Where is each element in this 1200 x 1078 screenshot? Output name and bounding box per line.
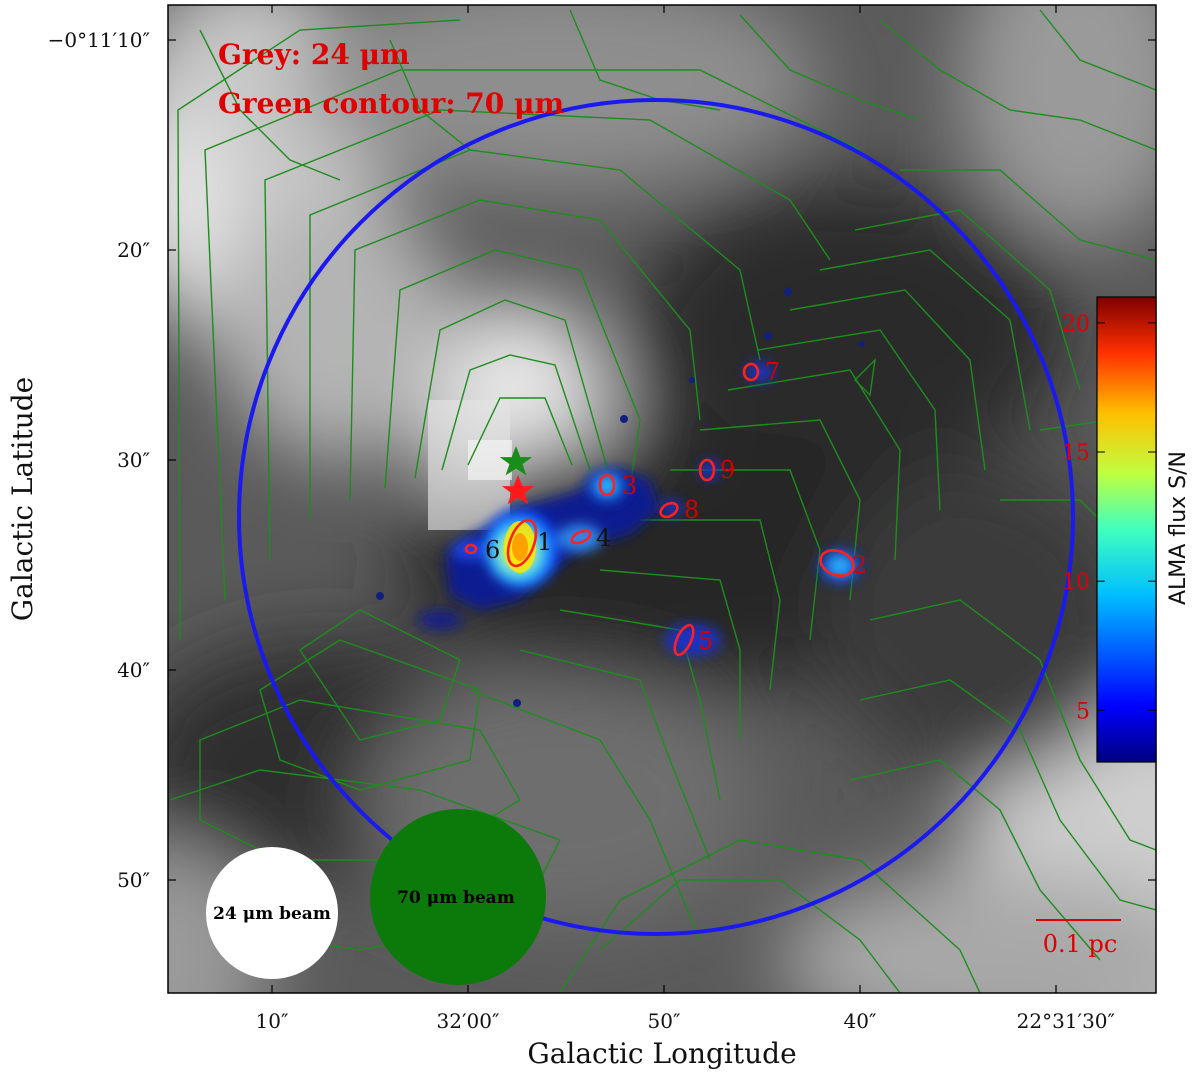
contour-line bbox=[569, 9, 721, 111]
contour-line bbox=[441, 354, 591, 471]
source-label: 5 bbox=[698, 627, 713, 655]
scale-bar-label: 0.1 pc bbox=[1043, 930, 1118, 958]
beam-24um-label: 24 μm beam bbox=[213, 904, 331, 924]
contour-line bbox=[819, 249, 1031, 431]
x-tick-label: 40″ bbox=[844, 1009, 877, 1033]
contour-line bbox=[469, 689, 701, 941]
beam-70um bbox=[370, 809, 546, 985]
contour-line bbox=[789, 289, 986, 471]
source-ellipse bbox=[673, 623, 695, 657]
contour-line bbox=[854, 358, 876, 397]
contour-line bbox=[559, 609, 721, 801]
contour-line bbox=[309, 149, 761, 520]
contour-line bbox=[854, 209, 1081, 391]
contour-line bbox=[849, 759, 1101, 961]
source-label: 1 bbox=[537, 528, 552, 556]
colorbar-tick-label: 10 bbox=[1062, 570, 1090, 595]
colorbar-tick-label: 20 bbox=[1062, 312, 1090, 337]
red-star-marker bbox=[501, 475, 535, 505]
y-tick-label: 40″ bbox=[117, 658, 150, 682]
y-tick-label: −0°11′10″ bbox=[48, 28, 150, 52]
contour-line bbox=[879, 19, 1156, 151]
contour-line bbox=[727, 369, 901, 561]
x-tick-label: 32′00″ bbox=[437, 1009, 500, 1033]
source-ellipse bbox=[659, 501, 679, 519]
contour-line bbox=[177, 19, 461, 641]
x-tick-label: 50″ bbox=[648, 1009, 681, 1033]
y-axis-label: Galactic Latitude bbox=[6, 377, 39, 621]
contour-line bbox=[384, 249, 641, 489]
source-label: 9 bbox=[720, 456, 735, 484]
source-ellipse bbox=[506, 518, 538, 568]
contour-line bbox=[859, 679, 1156, 911]
y-tick-labels: −0°11′10″ 20″ 30″ 40″ 50″ bbox=[48, 28, 150, 892]
beam-24um bbox=[206, 847, 338, 979]
x-axis-label: Galactic Longitude bbox=[527, 1037, 796, 1070]
source-ellipse bbox=[598, 473, 616, 497]
source-ellipse bbox=[819, 549, 855, 577]
contour-line bbox=[467, 397, 573, 466]
y-tick-label: 50″ bbox=[117, 868, 150, 892]
source-ellipse bbox=[742, 362, 760, 382]
colorbar: 5 10 15 20 ALMA flux S/N bbox=[1062, 296, 1191, 763]
annotation-grey: Grey: 24 μm bbox=[218, 38, 410, 71]
contour-line bbox=[169, 769, 561, 951]
x-tick-label: 22°31′30″ bbox=[1017, 1009, 1115, 1033]
contour-line bbox=[739, 14, 921, 121]
colorbar-gradient bbox=[1096, 296, 1157, 763]
source-label: 8 bbox=[684, 496, 699, 524]
contour-line bbox=[204, 69, 861, 601]
colorbar-label: ALMA flux S/N bbox=[1166, 451, 1191, 605]
contour-line bbox=[757, 329, 941, 511]
source-labels: 1 2 3 4 5 6 7 8 9 bbox=[485, 358, 867, 655]
y-tick-label: 30″ bbox=[117, 448, 150, 472]
x-tick-label: 10″ bbox=[256, 1009, 289, 1033]
x-tick-marks bbox=[271, 5, 1057, 993]
contours-70um bbox=[169, 9, 1156, 993]
contour-line bbox=[599, 879, 901, 993]
contour-line bbox=[640, 519, 781, 691]
y-tick-label: 20″ bbox=[117, 238, 150, 262]
colorbar-tick-label: 5 bbox=[1076, 699, 1090, 724]
source-label: 6 bbox=[485, 536, 500, 564]
contour-line bbox=[599, 569, 741, 740]
contour-line bbox=[900, 169, 1156, 261]
source-ellipse bbox=[464, 543, 478, 555]
source-ellipse bbox=[698, 458, 716, 482]
colorbar-ticks: 5 10 15 20 bbox=[1062, 312, 1156, 724]
contour-line bbox=[519, 649, 711, 861]
beam-70um-label: 70 μm beam bbox=[397, 888, 515, 908]
source-ellipses bbox=[464, 362, 855, 657]
green-star-marker bbox=[499, 446, 533, 476]
alma-emission bbox=[376, 288, 865, 707]
contour-line bbox=[349, 199, 701, 501]
contour-line bbox=[1039, 9, 1156, 91]
field-circle bbox=[237, 98, 1075, 936]
contour-line bbox=[299, 609, 461, 741]
contour-line bbox=[389, 39, 471, 151]
source-label: 7 bbox=[765, 358, 780, 386]
annotation-contour: Green contour: 70 μm bbox=[218, 87, 564, 120]
source-label: 3 bbox=[622, 472, 637, 500]
source-label: 4 bbox=[596, 524, 611, 552]
source-ellipse bbox=[570, 529, 592, 545]
contour-line bbox=[199, 29, 341, 181]
contour-line bbox=[670, 469, 821, 641]
contour-line bbox=[869, 599, 1156, 851]
x-tick-labels: 10″ 32′00″ 50″ 40″ 22°31′30″ bbox=[256, 1009, 1115, 1033]
contour-line bbox=[414, 299, 611, 479]
source-label: 2 bbox=[852, 551, 867, 579]
contour-line bbox=[259, 639, 481, 791]
contour-line bbox=[699, 419, 861, 601]
contour-line bbox=[559, 839, 981, 993]
colorbar-tick-label: 15 bbox=[1062, 441, 1090, 466]
